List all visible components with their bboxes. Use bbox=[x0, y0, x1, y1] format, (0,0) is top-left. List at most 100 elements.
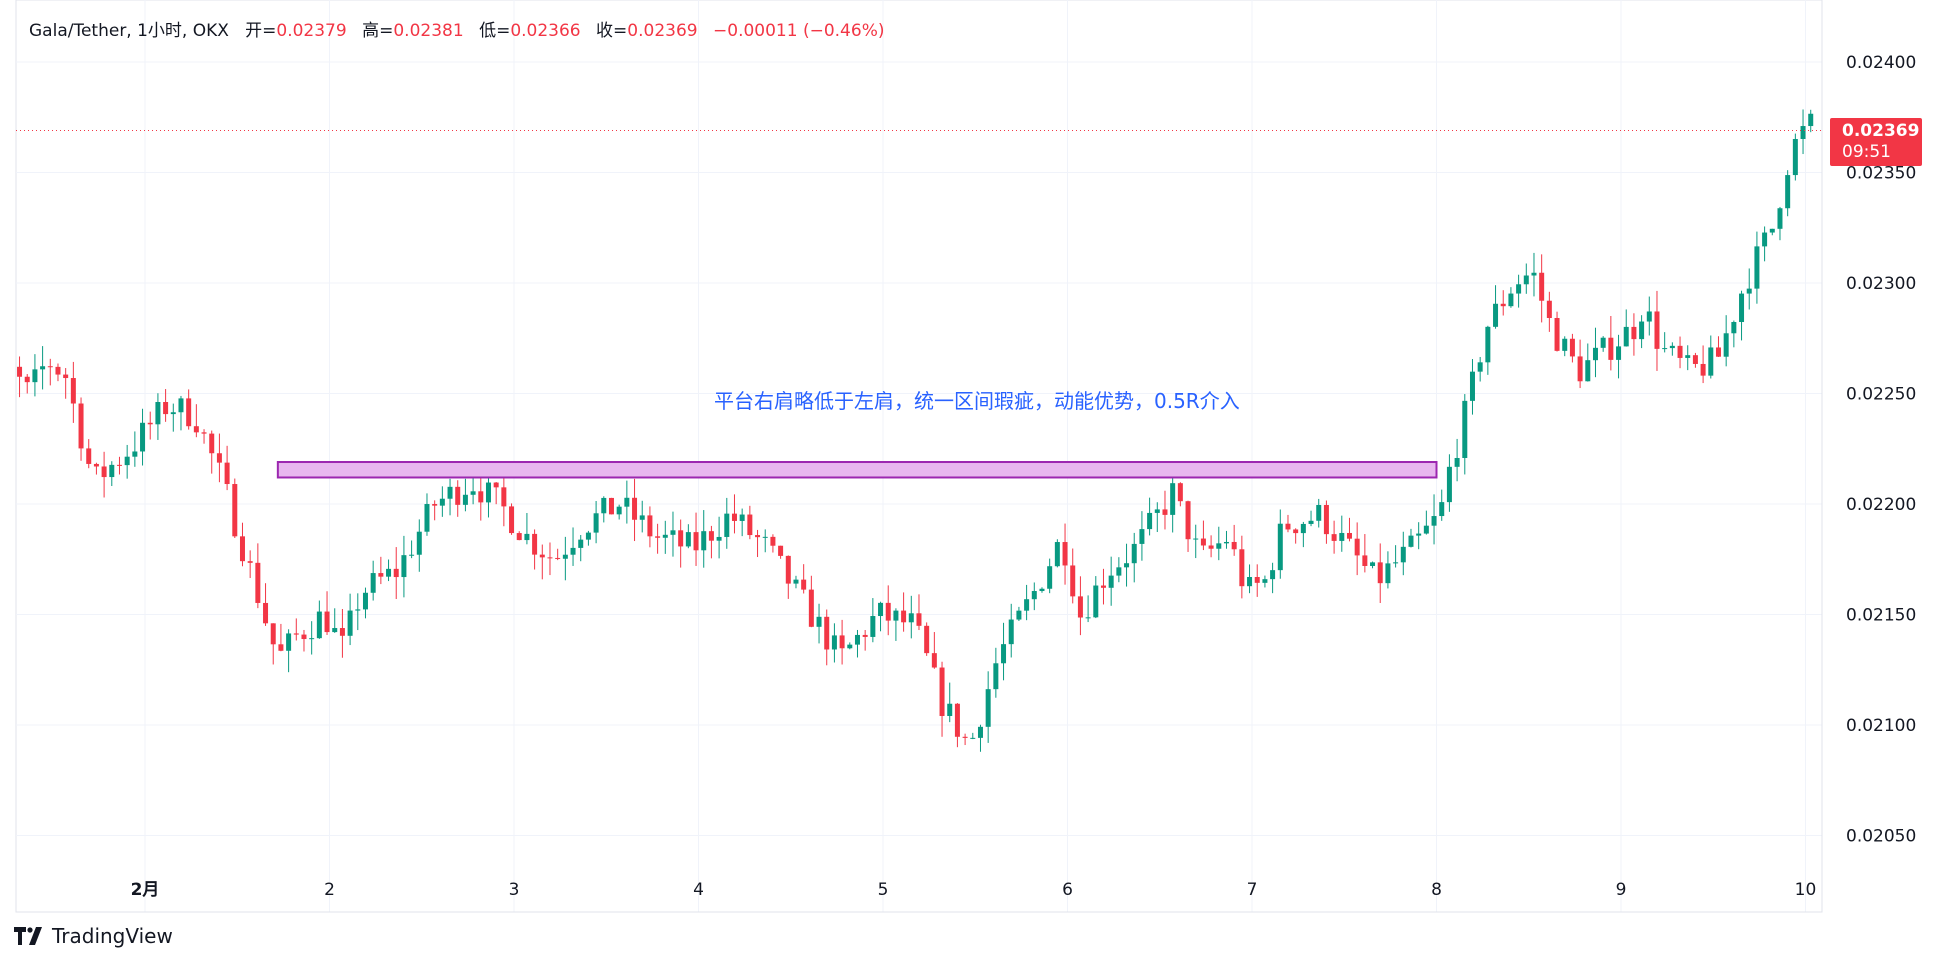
candle-body bbox=[701, 531, 707, 551]
candle-body bbox=[1039, 588, 1045, 592]
candle-body bbox=[386, 568, 392, 577]
candle-body bbox=[263, 602, 269, 624]
candle-body bbox=[1339, 532, 1345, 541]
last-price-tag: 0.02369 09:51 bbox=[1830, 118, 1922, 166]
resistance-zone[interactable] bbox=[276, 461, 1438, 479]
candle-body bbox=[1408, 535, 1414, 547]
candle-body bbox=[1585, 360, 1591, 382]
candle-body bbox=[708, 531, 714, 541]
candle-body bbox=[1062, 542, 1068, 566]
candle-body bbox=[1193, 538, 1199, 540]
candle-body bbox=[17, 366, 23, 377]
candle-body bbox=[109, 464, 115, 478]
candle-body bbox=[1139, 529, 1145, 544]
candle-body bbox=[1616, 346, 1622, 360]
candle-body bbox=[1208, 545, 1214, 549]
candle-body bbox=[739, 514, 745, 521]
tradingview-logo[interactable]: TradingView bbox=[14, 924, 173, 948]
candle-body bbox=[985, 689, 991, 727]
candle-body bbox=[447, 486, 453, 499]
high-value: 0.02381 bbox=[393, 21, 464, 41]
candle-body bbox=[547, 557, 553, 559]
candle-body bbox=[232, 484, 238, 537]
candle-body bbox=[493, 482, 499, 488]
candle-body bbox=[63, 374, 69, 379]
chart-annotation[interactable]: 平台右肩略低于左肩，统一区间瑕疵，动能优势，0.5R介入 bbox=[714, 389, 1240, 413]
candle-body bbox=[693, 532, 699, 551]
candle-body bbox=[639, 515, 645, 520]
candle-body bbox=[524, 533, 530, 541]
candle-body bbox=[608, 497, 614, 515]
candle-body bbox=[1423, 525, 1429, 534]
candle-body bbox=[1431, 516, 1437, 526]
candle-body bbox=[309, 638, 315, 640]
candle-body bbox=[401, 555, 407, 578]
candle-body bbox=[301, 634, 307, 640]
candle-body bbox=[1469, 371, 1475, 401]
candles bbox=[17, 109, 1814, 752]
candle-body bbox=[209, 433, 215, 454]
price-tick-label: 0.02150 bbox=[1846, 606, 1916, 626]
candle-body bbox=[1131, 543, 1137, 564]
time-tick-label: 8 bbox=[1431, 880, 1442, 900]
candle-body bbox=[93, 463, 99, 467]
candle-body bbox=[1085, 617, 1091, 619]
time-tick-label: 5 bbox=[878, 880, 889, 900]
candle-body bbox=[1416, 533, 1422, 536]
candle-body bbox=[1093, 585, 1099, 618]
candle-body bbox=[970, 737, 976, 739]
candle-body bbox=[578, 539, 584, 548]
candle-body bbox=[793, 579, 799, 584]
candle-body bbox=[1116, 567, 1122, 576]
price-tick-label: 0.02350 bbox=[1846, 164, 1916, 184]
candle-body bbox=[1608, 337, 1614, 360]
candle-body bbox=[901, 610, 907, 623]
candle-body bbox=[55, 366, 61, 375]
candle-body bbox=[339, 628, 345, 636]
candle-body bbox=[908, 613, 914, 623]
candle-body bbox=[32, 369, 38, 383]
candle-body bbox=[355, 609, 361, 611]
candle-body bbox=[1147, 512, 1153, 530]
candle-body bbox=[570, 547, 576, 555]
candle-body bbox=[1523, 275, 1529, 285]
candle-body bbox=[885, 602, 891, 621]
candle-body bbox=[1592, 347, 1598, 361]
candle-body bbox=[924, 625, 930, 654]
brand-name: TradingView bbox=[52, 924, 173, 948]
time-axis[interactable]: 2月 2 3 4 5 6 7 8 9 10 bbox=[16, 880, 1822, 913]
candle-body bbox=[163, 401, 169, 415]
candle-body bbox=[1785, 175, 1791, 209]
candle-body bbox=[947, 703, 953, 716]
candle-body bbox=[755, 535, 761, 538]
candle-body bbox=[993, 663, 999, 690]
candle-body bbox=[1077, 596, 1083, 618]
candle-body bbox=[977, 726, 983, 738]
candle-body bbox=[1715, 347, 1721, 357]
candle-body bbox=[24, 376, 30, 383]
time-tick-label: 7 bbox=[1247, 880, 1258, 900]
candle-body bbox=[270, 623, 276, 645]
close-value: 0.02369 bbox=[627, 21, 698, 41]
candle-body bbox=[1393, 562, 1399, 564]
candle-body bbox=[1331, 534, 1337, 541]
candle-body bbox=[170, 412, 176, 415]
candle-body bbox=[1631, 326, 1637, 340]
candle-body bbox=[685, 532, 691, 547]
candle-body bbox=[332, 628, 338, 633]
candle-body bbox=[455, 486, 461, 505]
candle-body bbox=[785, 555, 791, 584]
time-tick-label: 3 bbox=[509, 880, 520, 900]
candle-body bbox=[1370, 562, 1376, 566]
candle-body bbox=[516, 533, 522, 541]
candle-body bbox=[655, 536, 661, 538]
tradingview-logo-icon bbox=[14, 927, 42, 945]
candle-body bbox=[670, 530, 676, 535]
price-axis[interactable]: 0.02400 0.02350 0.02300 0.02250 0.02200 0.021… bbox=[1821, 0, 1916, 912]
candle-body bbox=[616, 506, 622, 515]
candle-body bbox=[1739, 293, 1745, 323]
candle-body bbox=[601, 497, 607, 514]
candle-body bbox=[1154, 509, 1160, 513]
price-tick-label: 0.02300 bbox=[1846, 274, 1916, 294]
